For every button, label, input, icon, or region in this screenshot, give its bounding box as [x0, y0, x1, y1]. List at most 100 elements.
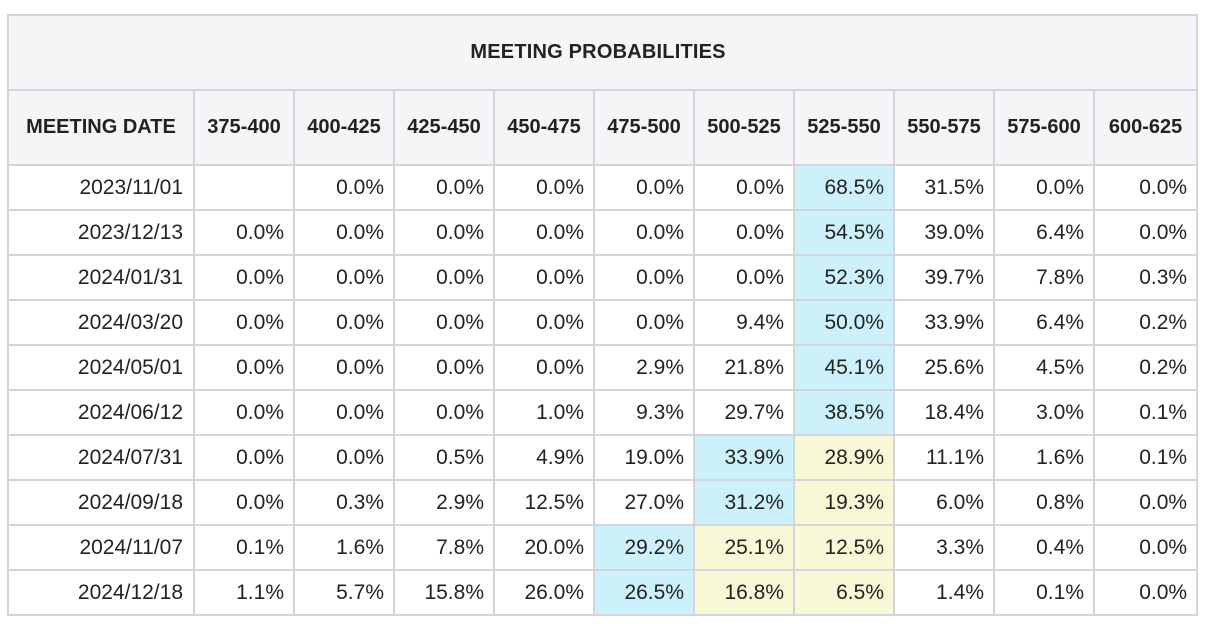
- probability-cell: 0.0%: [193, 434, 295, 481]
- meeting-date-cell: 2024/06/12: [7, 389, 195, 436]
- probability-cell: 6.0%: [893, 479, 995, 526]
- probability-cell: 68.5%: [793, 164, 895, 211]
- probability-cell: 0.2%: [1092, 299, 1199, 346]
- meeting-date-cell: 2024/12/18: [7, 569, 195, 616]
- column-header-600-625[interactable]: 600-625: [1092, 89, 1199, 166]
- probability-cell: 0.0%: [1092, 479, 1199, 526]
- probability-cell: 29.2%: [593, 524, 695, 571]
- probability-cell: 0.0%: [593, 164, 695, 211]
- probability-cell: 0.0%: [993, 164, 1095, 211]
- probability-cell: 2.9%: [393, 479, 495, 526]
- probability-cell: 0.0%: [193, 299, 295, 346]
- probability-cell: 54.5%: [793, 209, 895, 256]
- probability-cell: 25.6%: [893, 344, 995, 391]
- probability-cell: 0.0%: [493, 164, 595, 211]
- probability-cell: 0.0%: [393, 389, 495, 436]
- probability-cell: 0.0%: [393, 209, 495, 256]
- column-header-575-600[interactable]: 575-600: [993, 89, 1095, 166]
- probability-cell: 0.0%: [493, 344, 595, 391]
- probability-cell: 0.0%: [1092, 164, 1199, 211]
- meeting-date-cell: 2024/07/31: [7, 434, 195, 481]
- probability-cell: 2.9%: [593, 344, 695, 391]
- probability-cell: 52.3%: [793, 254, 895, 301]
- probability-cell: 0.0%: [293, 209, 395, 256]
- probability-cell: 7.8%: [993, 254, 1095, 301]
- meeting-date-cell: 2024/05/01: [7, 344, 195, 391]
- probability-cell: 20.0%: [493, 524, 595, 571]
- probability-cell: 21.8%: [693, 344, 795, 391]
- column-header-425-450[interactable]: 425-450: [393, 89, 495, 166]
- probability-cell: 26.0%: [493, 569, 595, 616]
- probability-cell: 45.1%: [793, 344, 895, 391]
- column-header-450-475[interactable]: 450-475: [493, 89, 595, 166]
- probability-cell: 0.0%: [393, 254, 495, 301]
- probability-cell: 1.1%: [193, 569, 295, 616]
- column-header-375-400[interactable]: 375-400: [193, 89, 295, 166]
- probability-cell: 0.1%: [1092, 434, 1199, 481]
- probability-cell: 0.0%: [593, 254, 695, 301]
- probability-cell: 16.8%: [693, 569, 795, 616]
- table-row: 2024/05/01 0.0% 0.0% 0.0% 0.0% 2.9% 21.8% 45.1%…: [7, 344, 1199, 391]
- column-header-400-425[interactable]: 400-425: [293, 89, 395, 166]
- column-header-row: MEETING DATE 375-400 400-425 425-450 450-47…: [7, 89, 1199, 166]
- probability-cell: 0.0%: [193, 209, 295, 256]
- meeting-date-cell: 2024/11/07: [7, 524, 195, 571]
- probability-cell: 4.9%: [493, 434, 595, 481]
- column-header-475-500[interactable]: 475-500: [593, 89, 695, 166]
- probability-cell: 0.0%: [293, 434, 395, 481]
- probability-cell: 0.0%: [1092, 524, 1199, 571]
- probability-cell: 0.0%: [393, 344, 495, 391]
- probability-cell: 0.0%: [693, 164, 795, 211]
- probability-cell: 33.9%: [893, 299, 995, 346]
- probability-cell: 27.0%: [593, 479, 695, 526]
- probability-cell: 9.3%: [593, 389, 695, 436]
- column-header-550-575[interactable]: 550-575: [893, 89, 995, 166]
- column-header-525-550[interactable]: 525-550: [793, 89, 895, 166]
- table-row: 2024/09/18 0.0% 0.3% 2.9% 12.5% 27.0% 31.2% 19.…: [7, 479, 1199, 526]
- probability-cell: 0.0%: [193, 389, 295, 436]
- probability-cell: 0.0%: [1092, 209, 1199, 256]
- probability-cell: 1.0%: [493, 389, 595, 436]
- probability-cell: 0.1%: [993, 569, 1095, 616]
- probability-cell: 25.1%: [693, 524, 795, 571]
- probability-cell: 3.3%: [893, 524, 995, 571]
- probability-cell: [193, 164, 295, 211]
- probability-cell: 39.7%: [893, 254, 995, 301]
- probability-cell: 0.4%: [993, 524, 1095, 571]
- probability-cell: 19.0%: [593, 434, 695, 481]
- probability-cell: 1.6%: [293, 524, 395, 571]
- probability-cell: 0.0%: [193, 479, 295, 526]
- probability-cell: 0.0%: [393, 164, 495, 211]
- table-row: 2024/03/20 0.0% 0.0% 0.0% 0.0% 0.0% 9.4% 50.0% 3…: [7, 299, 1199, 346]
- probability-cell: 0.0%: [293, 164, 395, 211]
- probability-cell: 26.5%: [593, 569, 695, 616]
- meeting-probabilities-table: MEETING PROBABILITIES MEETING DATE 375-4…: [6, 14, 1199, 616]
- table-title: MEETING PROBABILITIES: [6, 14, 1199, 91]
- meeting-date-cell: 2024/01/31: [7, 254, 195, 301]
- probability-cell: 0.3%: [293, 479, 395, 526]
- column-header-meeting-date[interactable]: MEETING DATE: [7, 89, 195, 166]
- probability-cell: 0.0%: [493, 299, 595, 346]
- probability-cell: 3.0%: [993, 389, 1095, 436]
- probability-cell: 15.8%: [393, 569, 495, 616]
- probability-cell: 0.0%: [593, 299, 695, 346]
- probability-cell: 31.5%: [893, 164, 995, 211]
- probability-cell: 0.0%: [293, 389, 395, 436]
- probability-cell: 0.0%: [493, 209, 595, 256]
- probability-cell: 0.5%: [393, 434, 495, 481]
- probability-cell: 31.2%: [693, 479, 795, 526]
- probability-cell: 0.8%: [993, 479, 1095, 526]
- meeting-date-cell: 2024/03/20: [7, 299, 195, 346]
- probability-cell: 7.8%: [393, 524, 495, 571]
- probability-cell: 28.9%: [793, 434, 895, 481]
- table-row: 2023/12/13 0.0% 0.0% 0.0% 0.0% 0.0% 0.0% 54.5% 3…: [7, 209, 1199, 256]
- probability-cell: 0.3%: [1092, 254, 1199, 301]
- probability-cell: 0.0%: [293, 254, 395, 301]
- probability-cell: 1.4%: [893, 569, 995, 616]
- table-row: 2024/06/12 0.0% 0.0% 0.0% 1.0% 9.3% 29.7% 38.5%…: [7, 389, 1199, 436]
- table-body: 2023/11/01 0.0% 0.0% 0.0% 0.0% 0.0% 68.5% 31.5%…: [7, 164, 1199, 616]
- column-header-500-525[interactable]: 500-525: [693, 89, 795, 166]
- table-row: 2023/11/01 0.0% 0.0% 0.0% 0.0% 0.0% 68.5% 31.5%…: [7, 164, 1199, 211]
- table-row: 2024/12/18 1.1% 5.7% 15.8% 26.0% 26.5% 16.8% 6.…: [7, 569, 1199, 616]
- meeting-date-cell: 2024/09/18: [7, 479, 195, 526]
